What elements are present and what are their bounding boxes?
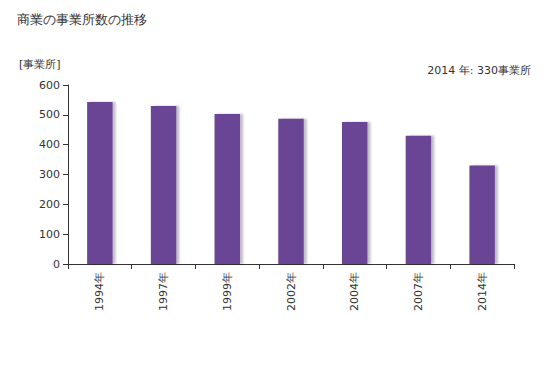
svg-text:2004年: 2004年 [348,272,361,311]
svg-text:1997年: 1997年 [157,272,170,311]
svg-text:[事業所]: [事業所] [19,58,61,71]
svg-text:1999年: 1999年 [221,272,234,311]
svg-text:2007年: 2007年 [412,272,425,311]
svg-text:300: 300 [39,168,60,181]
svg-text:2014 年: 330事業所: 2014 年: 330事業所 [427,64,531,77]
svg-text:1994年: 1994年 [93,272,106,311]
svg-text:2014年: 2014年 [476,272,489,311]
svg-text:商業の事業所数の推移: 商業の事業所数の推移 [17,12,147,27]
svg-text:200: 200 [39,198,60,211]
svg-text:2002年: 2002年 [285,272,298,311]
svg-text:400: 400 [39,138,60,151]
svg-text:500: 500 [39,108,60,121]
svg-text:100: 100 [39,228,60,241]
svg-text:600: 600 [39,79,60,92]
svg-text:0: 0 [53,258,60,271]
